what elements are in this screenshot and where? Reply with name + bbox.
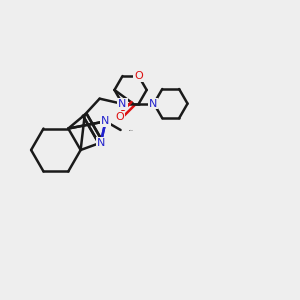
Text: N: N	[101, 116, 110, 126]
Text: N: N	[97, 138, 105, 148]
Text: methyl: methyl	[129, 130, 134, 131]
Text: N: N	[149, 99, 157, 109]
Text: O: O	[134, 71, 143, 81]
Text: O: O	[115, 112, 124, 122]
Text: N: N	[118, 99, 127, 109]
